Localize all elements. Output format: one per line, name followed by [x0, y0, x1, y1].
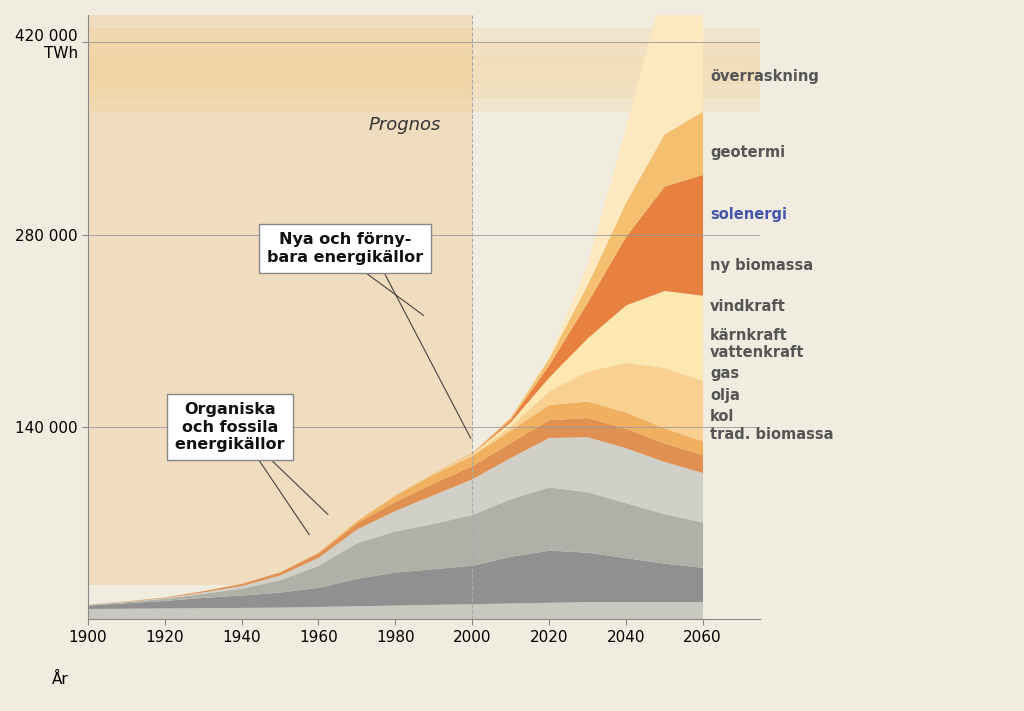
- Text: kol: kol: [711, 409, 734, 424]
- Text: Nya och förny-
bara energikällor: Nya och förny- bara energikällor: [267, 232, 424, 264]
- Text: vindkraft: vindkraft: [711, 299, 786, 314]
- Text: År: År: [52, 672, 69, 687]
- Text: kärnkraft: kärnkraft: [711, 328, 787, 343]
- Text: gas: gas: [711, 366, 739, 381]
- Text: olja: olja: [711, 388, 740, 403]
- Text: överraskning: överraskning: [711, 69, 819, 85]
- Ellipse shape: [0, 56, 1024, 84]
- Ellipse shape: [0, 43, 1024, 97]
- Text: geotermi: geotermi: [711, 145, 785, 160]
- Text: Organiska
och fossila
energi​källor: Organiska och fossila energi​källor: [175, 402, 285, 452]
- Ellipse shape: [0, 28, 1024, 111]
- Text: trad. biomassa: trad. biomassa: [711, 427, 834, 442]
- Text: Prognos: Prognos: [369, 116, 440, 134]
- Text: ny biomassa: ny biomassa: [711, 257, 813, 272]
- Text: solenergi: solenergi: [711, 207, 787, 222]
- Text: vattenkraft: vattenkraft: [711, 346, 805, 360]
